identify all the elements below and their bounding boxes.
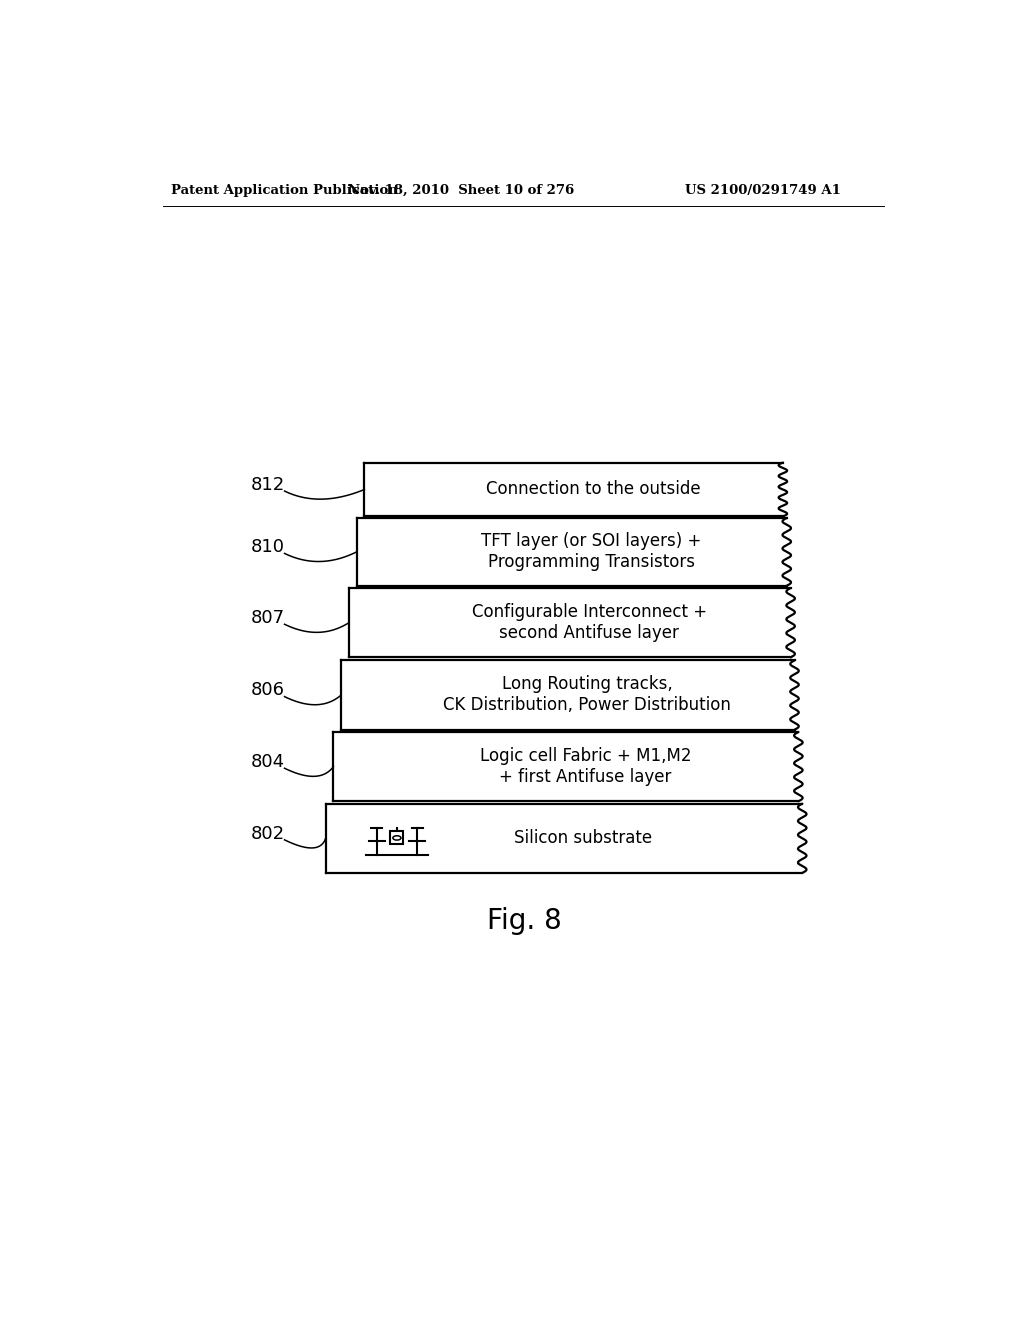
Text: CK Distribution, Power Distribution: CK Distribution, Power Distribution — [443, 696, 731, 714]
Polygon shape — [334, 733, 799, 801]
Polygon shape — [326, 804, 802, 873]
Text: Patent Application Publication: Patent Application Publication — [171, 185, 397, 197]
Polygon shape — [390, 830, 403, 843]
Text: 802: 802 — [251, 825, 285, 842]
Text: 807: 807 — [251, 609, 285, 627]
Text: US 2100/0291749 A1: US 2100/0291749 A1 — [685, 185, 841, 197]
Polygon shape — [365, 462, 783, 516]
Text: Nov. 18, 2010  Sheet 10 of 276: Nov. 18, 2010 Sheet 10 of 276 — [348, 185, 574, 197]
Text: 812: 812 — [251, 477, 285, 494]
Ellipse shape — [393, 836, 401, 840]
Polygon shape — [341, 660, 795, 730]
Text: + first Antifuse layer: + first Antifuse layer — [499, 768, 672, 785]
Text: Silicon substrate: Silicon substrate — [514, 829, 652, 847]
Text: Logic cell Fabric + M1,M2: Logic cell Fabric + M1,M2 — [479, 747, 691, 764]
Polygon shape — [356, 517, 786, 586]
Text: Programming Transistors: Programming Transistors — [487, 553, 694, 570]
Text: Long Routing tracks,: Long Routing tracks, — [502, 676, 673, 693]
Text: Fig. 8: Fig. 8 — [487, 907, 562, 935]
Text: second Antifuse layer: second Antifuse layer — [499, 624, 679, 642]
Text: TFT layer (or SOI layers) +: TFT layer (or SOI layers) + — [481, 532, 701, 550]
Text: Configurable Interconnect +: Configurable Interconnect + — [472, 603, 707, 620]
Polygon shape — [349, 589, 791, 657]
Text: Connection to the outside: Connection to the outside — [485, 480, 700, 499]
Text: 810: 810 — [251, 539, 285, 556]
Text: 804: 804 — [251, 754, 285, 771]
Text: 806: 806 — [251, 681, 285, 700]
